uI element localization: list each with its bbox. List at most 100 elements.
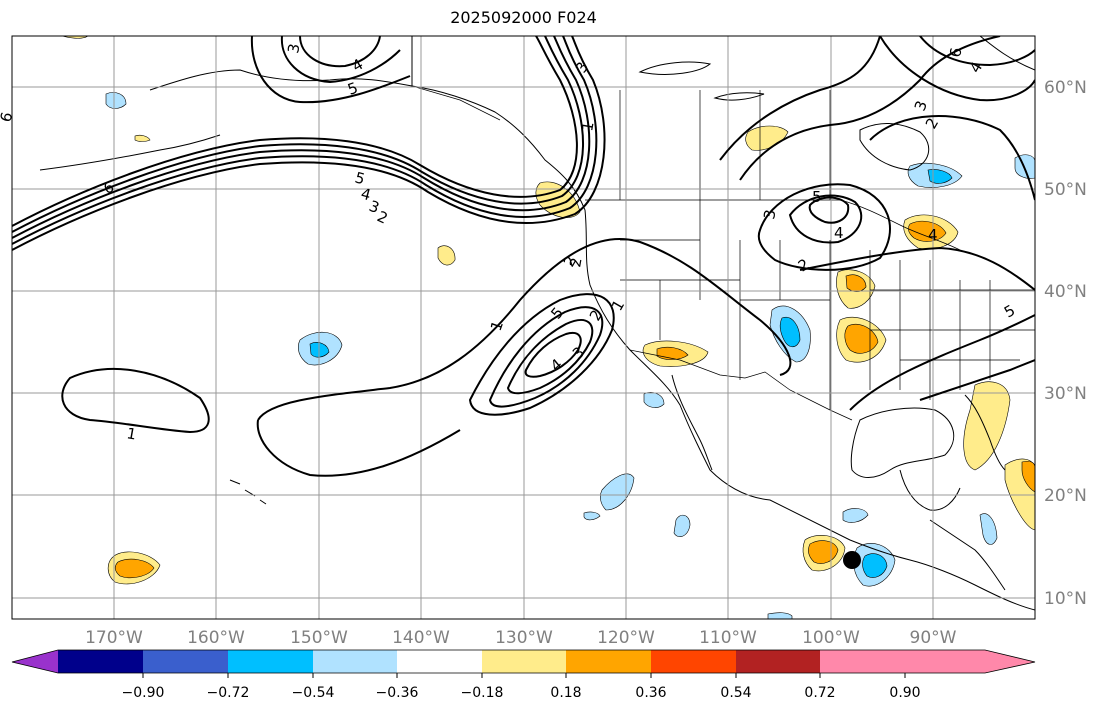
colorbar-tick-label: 0.54: [720, 685, 751, 701]
coastline-yucatan: [899, 469, 961, 511]
colorbar-segment: [482, 650, 566, 673]
shade-negative-patch: [673, 514, 691, 538]
contour-label: 6: [946, 46, 965, 59]
contour-east: [919, 36, 1035, 67]
border-canada-provinces: [619, 90, 831, 200]
shade-negative-patch: [1014, 154, 1035, 179]
colorbar-segment: [143, 650, 228, 673]
map-title: 2025092000 F024: [450, 8, 597, 27]
contour-jet-band: [12, 36, 606, 251]
lon-label: 110°W: [699, 628, 757, 648]
shade-negative-patch: [842, 508, 869, 523]
contour-east: [869, 115, 1035, 201]
coastline-north-america: [411, 36, 1035, 611]
shade-positive-core: [845, 274, 867, 292]
coastline-florida: [964, 394, 1006, 471]
contour-lines: [12, 36, 1035, 477]
colorbar-segment: [313, 650, 397, 673]
graticule: [12, 36, 1035, 619]
latitude-labels: 60°N 50°N 40°N 30°N 20°N 10°N: [1044, 78, 1087, 609]
coastline-gulf-of-mexico: [850, 407, 955, 478]
shade-positive-patch: [134, 134, 151, 142]
colorbar-tick-label: 0.36: [635, 685, 666, 701]
colorbar-tick-label: 0.72: [804, 685, 835, 701]
lon-label: 170°W: [85, 628, 143, 648]
shade-positive-patch: [963, 381, 1011, 471]
coastline-north-islands: [713, 92, 765, 101]
border-states: [620, 200, 1035, 410]
contour-label: 1: [578, 120, 597, 133]
contour-trough: [719, 36, 881, 161]
lat-label: 30°N: [1044, 384, 1087, 404]
shade-negative-patch: [105, 92, 127, 109]
border-us-mexico: [629, 349, 853, 421]
contour-california-high: [468, 293, 615, 416]
contour-subtropical: [61, 367, 210, 434]
coastline-hudson-bay: [859, 122, 930, 171]
shade-positive-patch: [437, 245, 456, 266]
colorbar-low-extension: [12, 650, 58, 673]
lat-label: 40°N: [1044, 282, 1087, 302]
contour-jet-band: [12, 36, 578, 227]
colorbar-tick-label: 0.90: [889, 685, 920, 701]
shade-positive-core: [114, 558, 155, 579]
lon-label: 100°W: [802, 628, 860, 648]
colorbar-segment: [58, 650, 143, 673]
border-us-canada: [585, 199, 961, 251]
lon-label: 120°W: [597, 628, 655, 648]
contour-label: 1: [125, 424, 138, 443]
colorbar-segment: [651, 650, 736, 673]
shade-negative-patch: [979, 513, 998, 545]
shade-positive-core: [908, 221, 947, 242]
contour-subtropical: [256, 419, 461, 477]
contour-label: 4: [359, 184, 373, 204]
contour-label: 5: [812, 188, 822, 206]
colorbar-segment: [228, 650, 313, 673]
shade-positive-core: [656, 346, 689, 360]
shade-positive-core: [1021, 460, 1035, 493]
map-frame: [11, 35, 1036, 620]
colorbar-tick-label: −0.72: [207, 685, 250, 701]
longitude-labels: 170°W 160°W 150°W 140°W 130°W 120°W 110°…: [85, 628, 957, 648]
lat-label: 20°N: [1044, 486, 1087, 506]
contour-jet-band: [12, 36, 591, 239]
storm-center-marker: [843, 551, 861, 569]
lon-label: 160°W: [187, 628, 245, 648]
contour-great-lakes-low: [788, 194, 863, 244]
coastline-baja: [671, 374, 713, 471]
colorbar-segment: [820, 650, 905, 673]
coastline-aleutians: [39, 134, 221, 171]
lon-label: 90°W: [910, 628, 957, 648]
shade-negative-patch: [767, 612, 793, 619]
lon-label: 130°W: [495, 628, 553, 648]
colorbar-tick-label: 0.18: [550, 685, 581, 701]
colorbar-segment: [397, 650, 482, 673]
shade-negative-patch: [583, 511, 601, 521]
contour-trough: [739, 36, 1001, 181]
lon-label: 150°W: [290, 628, 348, 648]
contour-california-high: [524, 332, 582, 378]
coastline-north-islands: [638, 61, 712, 75]
colorbar-segment: [736, 650, 820, 673]
political-borders: [411, 36, 1035, 421]
contour-label: 3: [284, 42, 303, 55]
contour-aleutian-low: [299, 36, 381, 68]
contour-california-high: [506, 319, 594, 395]
contour-subtropical: [257, 238, 792, 421]
colorbar-tick-label: −0.36: [376, 685, 419, 701]
lon-label: 140°W: [392, 628, 450, 648]
contour-trough: [799, 246, 1035, 291]
colorbar-ticks: [142, 673, 906, 678]
contour-california-high: [488, 306, 604, 408]
lat-label: 10°N: [1044, 589, 1087, 609]
colorbar-tick-label: −0.18: [461, 685, 504, 701]
colorbar-outline: [11, 649, 1036, 674]
contour-east: [879, 36, 1035, 102]
shade-negative-core: [862, 553, 888, 578]
shaded-anomalies: [61, 36, 1035, 619]
contour-great-lakes-low: [808, 196, 850, 224]
contour-southeast: [849, 314, 1035, 411]
contour-southeast: [919, 359, 1035, 401]
colorbar-tick-label: −0.54: [292, 685, 335, 701]
contour-jet-band: [12, 36, 598, 245]
